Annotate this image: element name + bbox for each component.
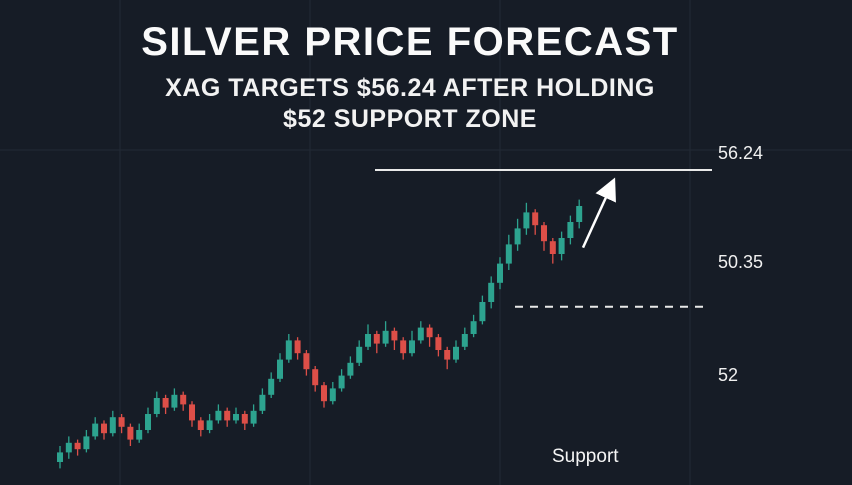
price-label: 56.24 bbox=[718, 143, 764, 164]
subtitle-line-2: $52 SUPPORT ZONE bbox=[283, 105, 537, 134]
support-label: Support bbox=[552, 446, 619, 467]
price-label: 50.35 bbox=[718, 252, 764, 272]
page-title: SILVER PRICE FORECAST bbox=[141, 20, 679, 64]
header: SILVER PRICE FORECAST XAG TARGETS $56.24… bbox=[0, 20, 852, 136]
candles bbox=[57, 199, 583, 469]
subtitle-line-1: XAG TARGETS $56.24 AFTER HOLDING bbox=[165, 74, 655, 102]
subtitle: XAG TARGETS $56.24 AFTER HOLDING $52 SUP… bbox=[0, 73, 820, 136]
price-label: 52 bbox=[718, 364, 739, 385]
target-arrow-icon bbox=[581, 177, 616, 249]
level-lines bbox=[375, 169, 712, 308]
price-axis: 56.24 50.35 52 bbox=[718, 0, 848, 485]
